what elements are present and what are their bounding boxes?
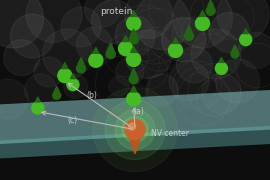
Polygon shape — [93, 47, 99, 53]
Circle shape — [58, 69, 72, 83]
Circle shape — [210, 12, 249, 52]
Polygon shape — [130, 140, 140, 154]
Polygon shape — [131, 10, 137, 16]
Circle shape — [127, 92, 141, 106]
Circle shape — [215, 62, 227, 74]
Circle shape — [124, 30, 173, 78]
Circle shape — [0, 0, 43, 48]
Circle shape — [116, 58, 144, 86]
Circle shape — [195, 16, 210, 30]
Circle shape — [216, 59, 259, 103]
Polygon shape — [108, 44, 114, 50]
Circle shape — [89, 53, 103, 67]
Circle shape — [129, 123, 136, 130]
Circle shape — [169, 61, 209, 101]
Polygon shape — [35, 97, 40, 102]
Polygon shape — [70, 74, 75, 79]
Circle shape — [238, 32, 270, 68]
Circle shape — [184, 31, 194, 40]
Circle shape — [85, 0, 121, 27]
Text: NV center: NV center — [151, 129, 189, 138]
Circle shape — [115, 16, 155, 56]
Circle shape — [64, 74, 87, 98]
Text: (c): (c) — [68, 116, 78, 125]
Text: protein: protein — [100, 7, 132, 16]
Circle shape — [146, 74, 178, 106]
Circle shape — [201, 74, 241, 114]
Circle shape — [127, 52, 141, 66]
Circle shape — [33, 57, 64, 87]
Circle shape — [11, 14, 54, 58]
Circle shape — [4, 40, 40, 76]
Polygon shape — [200, 10, 205, 16]
Circle shape — [124, 0, 173, 38]
Circle shape — [67, 79, 79, 91]
Polygon shape — [0, 126, 270, 158]
Circle shape — [25, 74, 56, 106]
Circle shape — [76, 64, 86, 73]
Circle shape — [129, 75, 138, 84]
Polygon shape — [123, 36, 129, 42]
Circle shape — [168, 43, 183, 57]
Polygon shape — [131, 29, 137, 35]
Text: (b): (b) — [86, 91, 97, 100]
Circle shape — [42, 29, 93, 79]
Circle shape — [93, 88, 177, 172]
Polygon shape — [173, 37, 178, 43]
Circle shape — [173, 0, 232, 48]
Circle shape — [122, 117, 148, 143]
Polygon shape — [219, 57, 224, 62]
Text: (a): (a) — [134, 107, 144, 116]
Circle shape — [129, 35, 138, 44]
Polygon shape — [78, 58, 84, 64]
Circle shape — [125, 120, 145, 140]
Polygon shape — [243, 29, 248, 34]
Circle shape — [105, 100, 165, 160]
Polygon shape — [62, 63, 68, 69]
Circle shape — [53, 91, 61, 99]
Circle shape — [119, 42, 133, 56]
Circle shape — [127, 16, 141, 30]
Polygon shape — [131, 86, 137, 92]
Polygon shape — [0, 90, 270, 144]
Polygon shape — [131, 69, 137, 75]
Polygon shape — [131, 46, 137, 52]
Circle shape — [176, 47, 212, 83]
Polygon shape — [208, 0, 214, 6]
Circle shape — [106, 50, 115, 59]
Circle shape — [191, 29, 241, 79]
Circle shape — [109, 76, 129, 96]
Circle shape — [76, 27, 113, 63]
Circle shape — [206, 6, 215, 15]
Circle shape — [32, 102, 44, 114]
Polygon shape — [232, 45, 237, 50]
Circle shape — [0, 79, 28, 119]
Circle shape — [217, 0, 269, 40]
Circle shape — [162, 18, 205, 62]
Circle shape — [134, 0, 190, 50]
Circle shape — [115, 110, 155, 150]
Polygon shape — [54, 86, 59, 91]
Circle shape — [26, 0, 82, 42]
Circle shape — [61, 7, 101, 47]
Polygon shape — [186, 26, 192, 32]
Circle shape — [92, 0, 135, 44]
Circle shape — [231, 50, 239, 58]
Circle shape — [240, 34, 252, 46]
